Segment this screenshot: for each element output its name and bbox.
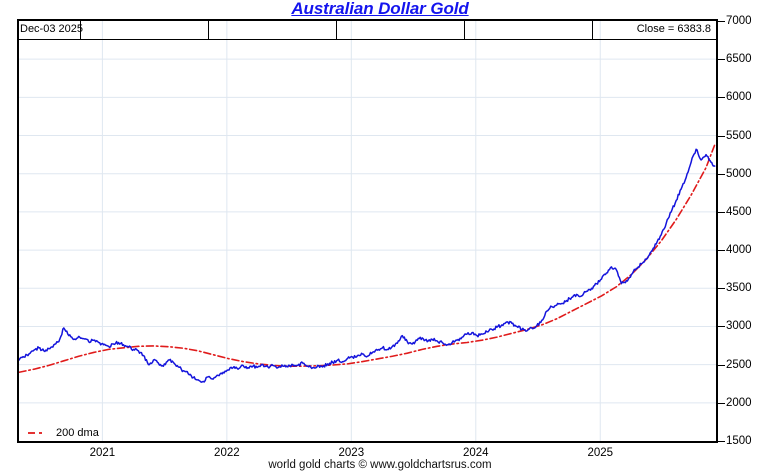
x-axis-label: 2022 (214, 447, 240, 459)
close-annotation: Close = 6383.8 (593, 19, 717, 40)
y-axis-tick (718, 59, 725, 61)
y-axis-label: 7000 (726, 15, 752, 27)
date-annotation: Dec-03 2025 (17, 19, 83, 40)
y-axis-label: 5500 (726, 129, 752, 142)
header-cell-3 (209, 19, 337, 40)
y-axis-label: 6000 (726, 91, 752, 104)
horizontal-gridlines (19, 58, 716, 404)
x-axis-label: 2021 (89, 447, 116, 459)
y-axis-tick (718, 364, 725, 366)
y-axis-label: 4500 (726, 205, 752, 218)
y-axis-tick (718, 250, 725, 252)
y-axis-label: 3500 (726, 282, 752, 295)
y-axis-tick (718, 441, 725, 442)
x-axis-label: 2023 (338, 447, 365, 459)
y-axis-label: 2000 (726, 396, 752, 409)
y-axis-tick (718, 326, 725, 328)
header-cell-4 (337, 19, 465, 40)
x-axis-labels: 2021 2022 2023 2024 2025 (0, 447, 760, 463)
y-axis-tick (718, 135, 725, 137)
chart-title: Australian Dollar Gold (291, 0, 469, 18)
plot-area (17, 19, 718, 443)
y-axis-label: 4000 (726, 244, 752, 257)
legend-label-dma: 200 dma (56, 427, 99, 439)
y-axis-tick (718, 402, 725, 404)
y-axis-tick (718, 211, 725, 213)
y-axis-tick (718, 21, 725, 22)
legend: 200 dma (28, 427, 99, 439)
x-axis-label: 2025 (587, 447, 614, 459)
header-cell-2 (81, 19, 209, 40)
y-axis-label: 5000 (726, 167, 752, 180)
y-axis-label: 6500 (726, 53, 752, 66)
dma-legend-swatch (28, 432, 42, 434)
y-axis-label: 2500 (726, 358, 752, 371)
footer-attribution: world gold charts © www.goldchartsrus.co… (268, 459, 492, 471)
price-line (19, 148, 716, 383)
y-axis-tick (718, 288, 725, 290)
dma-line (19, 143, 716, 374)
y-axis-label: 1500 (726, 435, 752, 447)
header-cell-5 (465, 19, 593, 40)
y-axis-tick (718, 173, 725, 175)
y-axis-tick (718, 97, 725, 99)
y-axis-label: 3000 (726, 320, 752, 333)
vertical-gridlines (101, 21, 601, 441)
y-axis-labels: 1500 2000 2500 3000 3500 4000 4500 5000 5500 6000… (726, 0, 760, 475)
x-axis-label: 2024 (462, 447, 489, 459)
plot-svg (19, 21, 716, 441)
